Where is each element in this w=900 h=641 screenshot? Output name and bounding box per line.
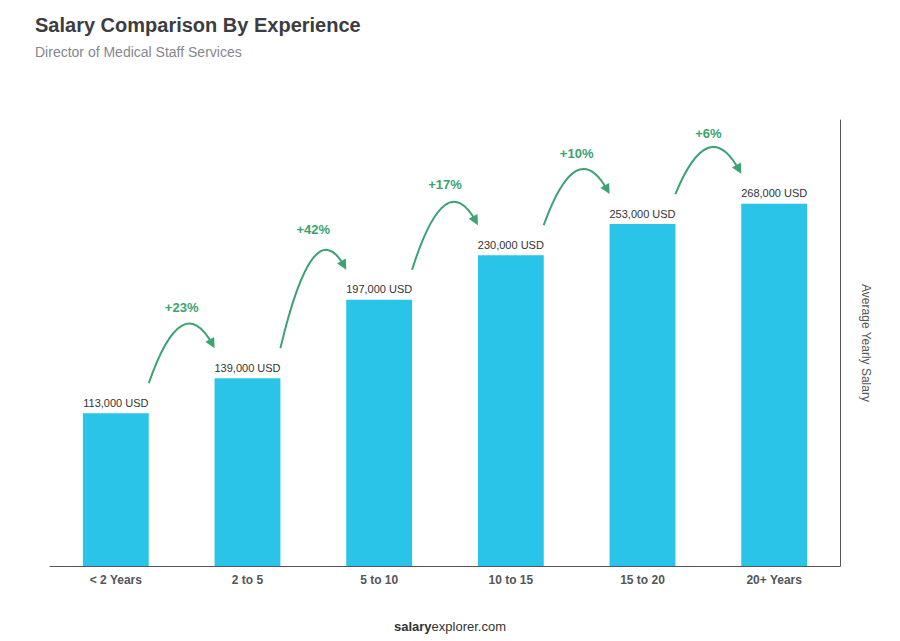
svg-text:20+ Years: 20+ Years: [746, 573, 802, 587]
svg-text:Salary Comparison By Experienc: Salary Comparison By Experience: [35, 14, 361, 36]
svg-text:253,000 USD: 253,000 USD: [609, 208, 675, 220]
svg-text:+6%: +6%: [695, 126, 722, 141]
svg-text:Average Yearly Salary: Average Yearly Salary: [859, 284, 873, 402]
svg-text:15 to 20: 15 to 20: [620, 573, 665, 587]
svg-text:< 2 Years: < 2 Years: [90, 573, 142, 587]
svg-text:salary: salary: [394, 619, 432, 634]
svg-text:113,000 USD: 113,000 USD: [83, 397, 148, 409]
svg-text:10 to 15: 10 to 15: [488, 573, 533, 587]
svg-text:+17%: +17%: [428, 177, 462, 192]
svg-text:+42%: +42%: [297, 222, 331, 237]
svg-text:197,000 USD: 197,000 USD: [346, 283, 412, 295]
svg-text:2 to 5: 2 to 5: [232, 573, 264, 587]
svg-text:+23%: +23%: [165, 300, 199, 315]
svg-text:5 to 10: 5 to 10: [360, 573, 398, 587]
svg-text:230,000 USD: 230,000 USD: [478, 239, 544, 251]
svg-text:+10%: +10%: [560, 146, 594, 161]
svg-text:explorer.com: explorer.com: [432, 619, 506, 634]
svg-text:268,000 USD: 268,000 USD: [741, 187, 807, 199]
svg-text:Director of Medical Staff Serv: Director of Medical Staff Services: [35, 44, 242, 60]
svg-text:139,000 USD: 139,000 USD: [214, 362, 280, 374]
